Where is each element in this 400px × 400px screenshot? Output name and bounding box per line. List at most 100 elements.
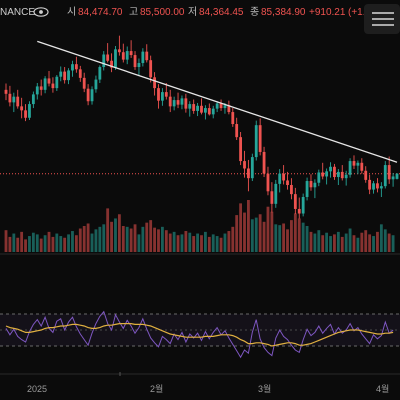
candle-body bbox=[352, 161, 356, 166]
volume-bar bbox=[196, 233, 199, 252]
candle bbox=[215, 101, 219, 113]
candle bbox=[180, 95, 184, 110]
candle bbox=[239, 132, 243, 166]
candle-body bbox=[227, 105, 231, 113]
candle-body bbox=[188, 104, 192, 109]
volume-bar bbox=[74, 235, 78, 252]
candle-body bbox=[336, 171, 340, 178]
candle bbox=[59, 66, 63, 82]
volume-bar bbox=[207, 236, 211, 252]
exchange-label: NANCE bbox=[0, 7, 35, 18]
candle bbox=[368, 174, 372, 195]
candle-body bbox=[176, 100, 180, 105]
candle bbox=[16, 89, 20, 109]
x-axis: 2025 2월 3월 4월 bbox=[27, 372, 389, 394]
candle bbox=[184, 93, 188, 113]
candle bbox=[305, 177, 309, 201]
volume-bar bbox=[286, 229, 289, 252]
candle-body bbox=[102, 54, 106, 68]
candle-body bbox=[117, 49, 121, 53]
candle-body bbox=[254, 125, 258, 158]
candle bbox=[94, 75, 98, 93]
candle-body bbox=[43, 78, 47, 90]
candle bbox=[51, 77, 55, 93]
candle-body bbox=[340, 171, 344, 179]
open-value: 84,474.70 bbox=[78, 7, 123, 18]
candle bbox=[67, 68, 70, 85]
ohlc-header: NANCE 시 84,474.70 고 85,500.00 저 84,364.4… bbox=[0, 6, 366, 18]
volume-bar bbox=[376, 231, 379, 252]
volume-bar bbox=[141, 226, 145, 252]
volume-bar bbox=[47, 231, 51, 252]
candle bbox=[235, 117, 239, 140]
volume-bar bbox=[282, 223, 286, 252]
candle bbox=[28, 101, 31, 121]
volume-bar bbox=[145, 222, 149, 252]
candle-body bbox=[329, 166, 332, 172]
candle-body bbox=[16, 96, 20, 107]
candle bbox=[125, 46, 129, 65]
candle bbox=[262, 146, 266, 178]
candle-body bbox=[24, 110, 27, 118]
candle bbox=[137, 58, 141, 77]
candle bbox=[149, 55, 153, 83]
candle bbox=[160, 88, 164, 106]
volume-bar bbox=[290, 220, 293, 252]
candle-body bbox=[231, 112, 235, 125]
volume-bar bbox=[368, 234, 372, 252]
volume-bar bbox=[63, 237, 67, 252]
candle bbox=[168, 89, 172, 113]
candle bbox=[4, 83, 8, 101]
candle-body bbox=[247, 168, 250, 179]
volume-bar bbox=[223, 233, 227, 252]
candle-body bbox=[368, 179, 372, 190]
candle-body bbox=[200, 105, 203, 113]
volume-bar bbox=[43, 235, 47, 252]
candle bbox=[247, 159, 250, 192]
trendline[interactable] bbox=[37, 40, 398, 163]
candle-body bbox=[356, 162, 360, 166]
candle-body bbox=[223, 105, 227, 109]
candle bbox=[258, 118, 262, 156]
volume-bar bbox=[31, 232, 35, 252]
candle-body bbox=[383, 165, 387, 187]
candle-body bbox=[325, 171, 329, 177]
candle-body bbox=[215, 103, 219, 109]
hamburger-menu-icon[interactable] bbox=[364, 4, 400, 34]
volume-bar bbox=[219, 237, 223, 252]
change-value: +910.21 bbox=[309, 7, 346, 18]
candle-body bbox=[51, 83, 55, 89]
candle bbox=[63, 67, 67, 84]
candle-body bbox=[78, 69, 82, 78]
candle-body bbox=[207, 108, 211, 115]
volume-bar bbox=[360, 232, 364, 252]
eye-icon[interactable] bbox=[33, 7, 49, 17]
volume-bar bbox=[192, 236, 196, 252]
candle bbox=[110, 53, 113, 73]
volume-bar bbox=[160, 226, 164, 252]
volume-bar bbox=[67, 234, 70, 252]
volume-bar bbox=[391, 235, 395, 252]
candle bbox=[153, 72, 156, 96]
volume-bar bbox=[8, 236, 12, 252]
volume-bar bbox=[309, 231, 313, 252]
volume-bar bbox=[137, 234, 141, 252]
candle-body bbox=[180, 98, 184, 105]
volume-bar bbox=[333, 234, 336, 252]
candle bbox=[114, 45, 117, 70]
candle-body bbox=[63, 71, 67, 81]
candle bbox=[274, 179, 278, 208]
candle-body bbox=[59, 71, 63, 77]
candle bbox=[211, 105, 215, 119]
volume-bar bbox=[168, 233, 172, 252]
candle-body bbox=[67, 70, 70, 81]
candle bbox=[360, 158, 364, 174]
candle bbox=[290, 178, 293, 200]
candle-body bbox=[204, 108, 207, 113]
volume-bar bbox=[243, 212, 246, 252]
candle-body bbox=[309, 181, 313, 188]
candle bbox=[145, 44, 149, 63]
candle-body bbox=[235, 124, 239, 138]
